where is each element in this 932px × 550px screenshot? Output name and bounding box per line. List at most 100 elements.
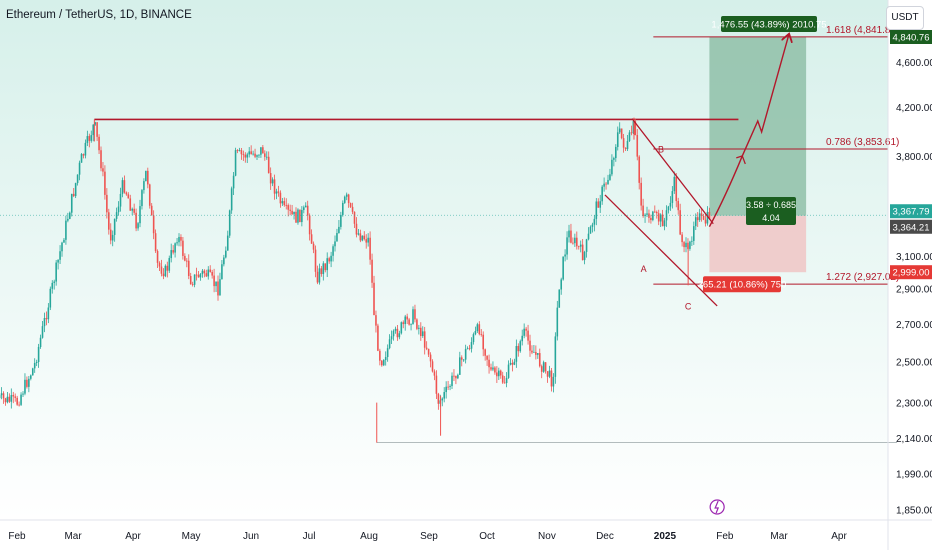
candle-body [572, 242, 574, 244]
target-price-badge: 4,840.76 [893, 33, 930, 44]
candle-body [226, 235, 229, 251]
candle-body [258, 154, 260, 156]
candle-body [111, 234, 114, 241]
target-label-bg [721, 16, 817, 32]
stop-price-badge-bg [890, 265, 932, 280]
candle-body [453, 375, 455, 377]
candle-body [10, 395, 13, 402]
candle-body [577, 246, 580, 248]
candle-body [275, 191, 278, 194]
y-tick-label-9: 1,990.00 [896, 470, 932, 481]
x-tick-label-5: Jul [303, 531, 316, 542]
candle-body [663, 220, 666, 227]
candle-body [345, 194, 348, 197]
candle-body [201, 270, 204, 275]
candle-body [217, 281, 219, 296]
candle-body [86, 136, 89, 143]
candle-body [694, 217, 697, 227]
candle-body [41, 326, 44, 338]
candle-body [515, 345, 518, 362]
fib-label-0: 1.618 (4,841.86) [826, 25, 899, 36]
candle-body [671, 191, 674, 203]
x-tick-label-4: Jun [243, 531, 259, 542]
candle-body [394, 328, 397, 331]
candle-body [605, 183, 607, 185]
candle-body [632, 121, 635, 134]
candle-body [2, 393, 5, 399]
candle-body [412, 309, 414, 324]
candle-body [429, 354, 432, 362]
candle-body [61, 242, 63, 252]
candle-body [375, 315, 377, 326]
candle-body [546, 371, 549, 377]
candle-body [47, 307, 50, 320]
candle-body [581, 244, 584, 261]
candle-body [492, 367, 494, 370]
candle-body [209, 269, 212, 272]
prev-close-badge-bg [890, 219, 932, 234]
candle-body [501, 375, 504, 383]
candle-body [494, 367, 496, 373]
candle-body [377, 325, 379, 351]
currency-button[interactable]: USDT [886, 6, 924, 30]
candle-body [137, 223, 139, 229]
candle-body [468, 348, 471, 350]
candle-body [638, 156, 641, 183]
candle-body [277, 191, 280, 193]
candle-body [299, 209, 301, 223]
current-price-badge-bg [890, 204, 932, 219]
candle-body [67, 218, 69, 221]
candle-body [291, 210, 293, 215]
candle-body [540, 366, 543, 372]
candle-body [521, 335, 524, 342]
candle-body [675, 176, 678, 202]
candle-body [591, 224, 594, 227]
candle-body [230, 188, 233, 211]
candle-body [244, 154, 247, 158]
candle-body [102, 168, 104, 172]
candle-body [35, 362, 38, 364]
candle-body [109, 229, 112, 241]
candle-body [20, 394, 22, 405]
candle-body [373, 282, 375, 316]
candle-body [462, 359, 465, 361]
candle-body [509, 362, 512, 365]
candle-body [550, 370, 553, 387]
candle-body [533, 351, 535, 353]
candle-body [336, 232, 338, 242]
candle-body [338, 226, 340, 233]
candle-body [517, 345, 520, 352]
candle-body [172, 250, 174, 253]
candle-body [182, 240, 184, 256]
candle-body [408, 319, 410, 325]
candle-body [18, 404, 20, 406]
candle-body [39, 337, 42, 347]
candle-body [96, 122, 98, 137]
stop-zone [709, 215, 807, 273]
candle-body [427, 348, 430, 355]
candle-body [566, 237, 568, 255]
y-tick-label-6: 2,500.00 [896, 358, 932, 369]
candle-body [437, 393, 440, 404]
candle-body [12, 395, 15, 397]
candle-body [28, 378, 30, 387]
candle-body [115, 212, 118, 219]
projection-path [708, 35, 788, 228]
candle-body [225, 250, 227, 258]
candle-body [527, 330, 529, 341]
candle-body [80, 154, 83, 163]
candle-body [84, 142, 87, 156]
candle-body [213, 275, 215, 287]
candle-body [256, 155, 258, 157]
x-tick-label-12: Feb [716, 531, 734, 542]
candle-body [513, 361, 516, 365]
candle-body [24, 379, 26, 394]
candle-body [402, 322, 405, 325]
candle-body [640, 182, 642, 206]
x-tick-label-2: Apr [125, 531, 141, 542]
candle-body [135, 212, 137, 229]
candle-body [308, 215, 311, 235]
candle-body [43, 318, 46, 327]
